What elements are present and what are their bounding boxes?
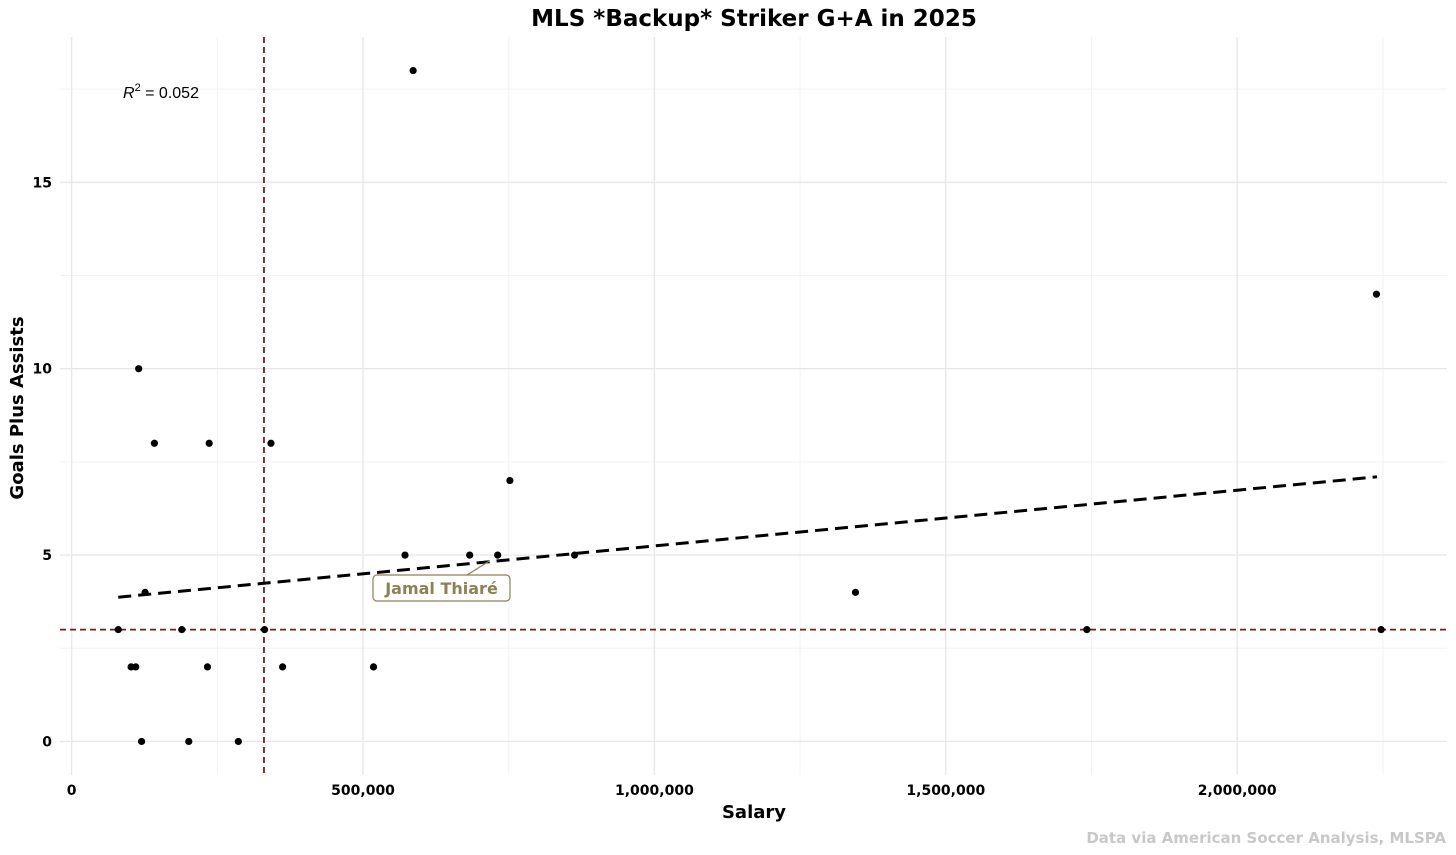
r-squared-r: R [123,85,135,102]
data-point [409,66,417,75]
callout-box [372,574,511,602]
trend-line [118,475,1378,599]
chart-title: MLS *Backup* Striker G+A in 2025 [531,6,977,32]
data-point [369,663,378,671]
data-point [494,551,502,559]
data-point [506,476,514,485]
data-point [570,551,579,559]
data-point [401,551,409,559]
data-point [141,588,149,596]
data-points [114,66,1385,746]
x-axis-ticks: 0 500,000 1,000,000 1,500,000 2,000,000 [67,783,1277,799]
data-point [205,439,213,447]
data-point [114,626,122,634]
x-tick-label: 1,500,000 [906,783,985,799]
data-point [267,439,275,447]
data-point [1372,290,1381,298]
r-squared-value: = 0.052 [141,85,199,102]
data-point [135,365,143,373]
y-axis-ticks: 0 5 10 15 [33,175,53,750]
y-tick-label: 5 [42,548,52,564]
data-point [185,737,193,746]
data-point [1083,626,1091,634]
data-point [178,626,186,634]
y-tick-label: 15 [33,175,52,191]
data-point [203,663,212,671]
data-point [132,663,140,671]
callout-label: Jamal Thiaré [384,579,498,598]
data-point [150,439,159,447]
data-point [137,737,146,746]
data-point [260,626,269,634]
x-tick-label: 2,000,000 [1198,783,1277,799]
data-point [1377,626,1385,634]
data-point [851,588,860,596]
y-tick-label: 0 [42,734,52,750]
reference-lines [60,37,1447,775]
callout-connector [466,560,490,576]
data-point [234,737,242,746]
data-point [279,663,287,671]
x-tick-label: 0 [67,783,77,799]
chart-caption: Data via American Soccer Analysis, MLSPA [1086,829,1446,847]
x-axis-title: Salary [722,802,786,823]
y-tick-label: 10 [33,362,53,378]
data-point [466,551,474,559]
y-axis-title: Goals Plus Assists [7,316,28,499]
r-squared-superscript: 2 [135,82,141,94]
highlight-callout: Jamal Thiaré [372,560,511,602]
trend-line-group [118,475,1378,599]
x-tick-label: 1,000,000 [615,783,694,799]
grid [60,37,1447,775]
x-tick-label: 500,000 [331,783,395,799]
r-squared-annotation: R2 = 0.052 [123,82,199,102]
